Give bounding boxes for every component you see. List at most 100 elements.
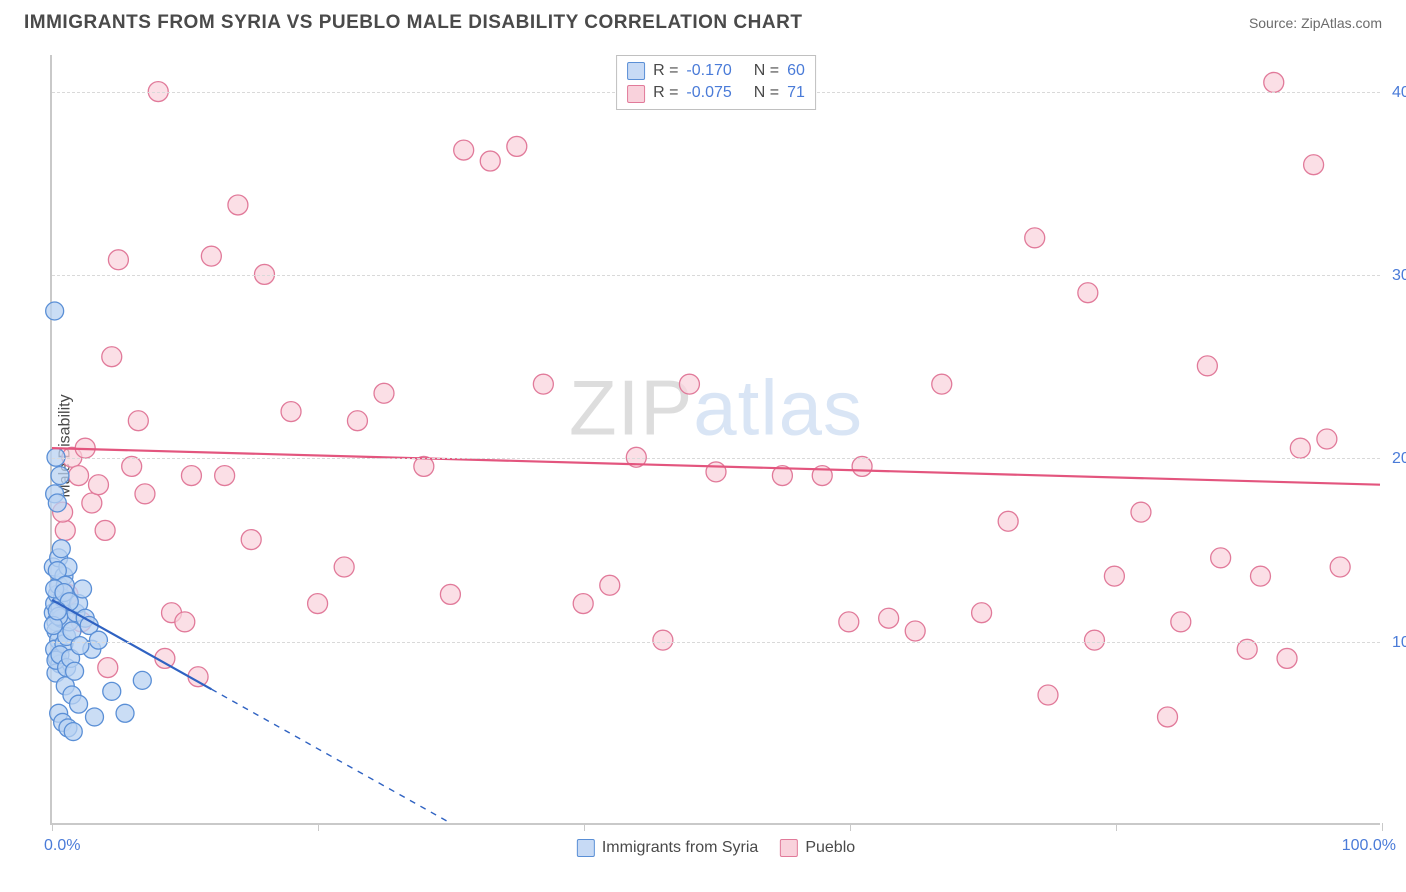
scatter-point bbox=[932, 374, 952, 394]
gridline: 30.0% bbox=[52, 275, 1380, 276]
scatter-point bbox=[55, 520, 75, 540]
n-value-pueblo: 71 bbox=[787, 82, 805, 104]
scatter-point bbox=[122, 456, 142, 476]
scatter-point bbox=[653, 630, 673, 650]
xtick bbox=[318, 823, 319, 831]
scatter-point bbox=[1171, 612, 1191, 632]
scatter-point bbox=[852, 456, 872, 476]
legend-swatch-syria bbox=[627, 62, 645, 80]
scatter-point bbox=[48, 494, 66, 512]
scatter-point bbox=[1158, 707, 1178, 727]
xtick bbox=[1382, 823, 1383, 831]
legend-item-pueblo: Pueblo bbox=[780, 839, 855, 857]
legend-label-pueblo: Pueblo bbox=[805, 839, 855, 857]
scatter-point bbox=[1197, 356, 1217, 376]
scatter-point bbox=[48, 602, 66, 620]
scatter-point bbox=[1277, 648, 1297, 668]
scatter-point bbox=[70, 695, 88, 713]
scatter-point bbox=[51, 467, 69, 485]
r-label: R = bbox=[653, 82, 678, 104]
scatter-point bbox=[201, 246, 221, 266]
scatter-point bbox=[82, 493, 102, 513]
legend-swatch-pueblo bbox=[780, 839, 798, 857]
legend-stats: R = -0.170 N = 60 R = -0.075 N = 71 bbox=[616, 55, 816, 110]
scatter-point bbox=[69, 466, 89, 486]
scatter-point bbox=[71, 637, 89, 655]
x-min-label: 0.0% bbox=[44, 837, 80, 855]
scatter-point bbox=[133, 671, 151, 689]
legend-stats-row-pueblo: R = -0.075 N = 71 bbox=[627, 82, 805, 104]
r-value-pueblo: -0.075 bbox=[686, 82, 731, 104]
scatter-point bbox=[1317, 429, 1337, 449]
scatter-point bbox=[334, 557, 354, 577]
xtick bbox=[1116, 823, 1117, 831]
xtick bbox=[52, 823, 53, 831]
n-label: N = bbox=[754, 82, 779, 104]
scatter-point bbox=[679, 374, 699, 394]
plot-area: ZIPatlas 10.0%20.0%30.0%40.0% 0.0% 100.0… bbox=[50, 55, 1380, 825]
n-label: N = bbox=[754, 60, 779, 82]
scatter-point bbox=[454, 140, 474, 160]
scatter-point bbox=[215, 466, 235, 486]
legend-stats-row-syria: R = -0.170 N = 60 bbox=[627, 60, 805, 82]
n-value-syria: 60 bbox=[787, 60, 805, 82]
scatter-point bbox=[507, 136, 527, 156]
scatter-point bbox=[228, 195, 248, 215]
legend-swatch-syria bbox=[577, 839, 595, 857]
xtick bbox=[850, 823, 851, 831]
legend-label-syria: Immigrants from Syria bbox=[602, 839, 758, 857]
scatter-point bbox=[1330, 557, 1350, 577]
scatter-point bbox=[88, 475, 108, 495]
scatter-point bbox=[374, 383, 394, 403]
scatter-point bbox=[181, 466, 201, 486]
scatter-point bbox=[95, 520, 115, 540]
r-value-syria: -0.170 bbox=[686, 60, 731, 82]
legend-item-syria: Immigrants from Syria bbox=[577, 839, 758, 857]
scatter-point bbox=[347, 411, 367, 431]
scatter-point bbox=[879, 608, 899, 628]
scatter-point bbox=[839, 612, 859, 632]
plot-svg bbox=[52, 55, 1380, 823]
trend-line-syria-dashed bbox=[211, 689, 450, 823]
scatter-point bbox=[116, 704, 134, 722]
scatter-point bbox=[1290, 438, 1310, 458]
scatter-point bbox=[175, 612, 195, 632]
scatter-point bbox=[1304, 155, 1324, 175]
gridline: 20.0% bbox=[52, 458, 1380, 459]
scatter-point bbox=[102, 347, 122, 367]
scatter-point bbox=[998, 511, 1018, 531]
ytick-label: 40.0% bbox=[1392, 84, 1406, 102]
source-label: Source: ZipAtlas.com bbox=[1249, 15, 1382, 31]
scatter-point bbox=[64, 723, 82, 741]
scatter-point bbox=[440, 584, 460, 604]
scatter-point bbox=[972, 603, 992, 623]
scatter-point bbox=[1025, 228, 1045, 248]
ytick-label: 30.0% bbox=[1392, 267, 1406, 285]
scatter-point bbox=[89, 631, 107, 649]
scatter-point bbox=[52, 540, 70, 558]
chart-title: IMMIGRANTS FROM SYRIA VS PUEBLO MALE DIS… bbox=[24, 12, 802, 34]
x-max-label: 100.0% bbox=[1342, 837, 1396, 855]
scatter-point bbox=[905, 621, 925, 641]
scatter-point bbox=[600, 575, 620, 595]
gridline: 10.0% bbox=[52, 642, 1380, 643]
scatter-point bbox=[108, 250, 128, 270]
scatter-point bbox=[1078, 283, 1098, 303]
scatter-point bbox=[706, 462, 726, 482]
scatter-point bbox=[135, 484, 155, 504]
scatter-point bbox=[86, 708, 104, 726]
r-label: R = bbox=[653, 60, 678, 82]
scatter-point bbox=[1250, 566, 1270, 586]
scatter-point bbox=[573, 594, 593, 614]
scatter-point bbox=[281, 402, 301, 422]
ytick-label: 20.0% bbox=[1392, 450, 1406, 468]
scatter-point bbox=[98, 658, 118, 678]
scatter-point bbox=[103, 682, 121, 700]
scatter-point bbox=[1131, 502, 1151, 522]
legend-swatch-pueblo bbox=[627, 85, 645, 103]
scatter-point bbox=[128, 411, 148, 431]
scatter-point bbox=[533, 374, 553, 394]
scatter-point bbox=[66, 662, 84, 680]
xtick bbox=[584, 823, 585, 831]
scatter-point bbox=[47, 448, 65, 466]
